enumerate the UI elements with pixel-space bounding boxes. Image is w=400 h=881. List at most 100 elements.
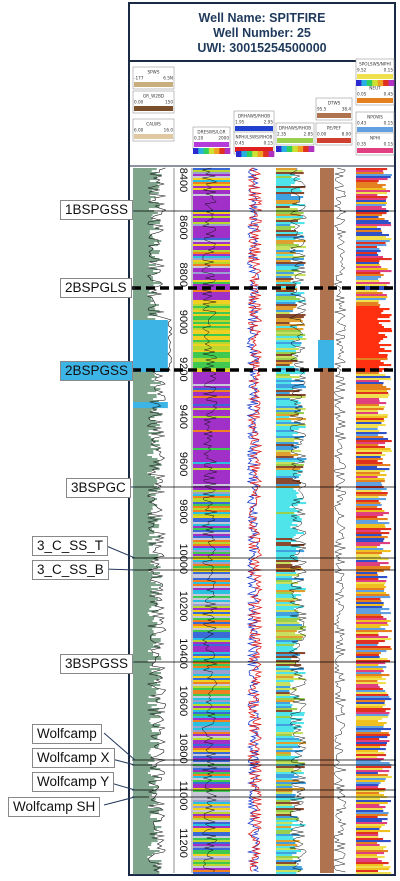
lithology-fill-slice bbox=[276, 494, 297, 497]
gr-fill-slice bbox=[133, 656, 161, 659]
resistivity-fill-slice bbox=[193, 176, 230, 179]
resistivity-fill-slice bbox=[193, 622, 230, 625]
neutron-fill-slice bbox=[356, 410, 378, 413]
lithology-fill-slice bbox=[276, 672, 306, 675]
lithology-fill-slice bbox=[276, 278, 294, 281]
resistivity-fill-slice bbox=[193, 598, 230, 601]
lithology-fill-slice bbox=[276, 790, 293, 793]
resistivity-fill-slice bbox=[193, 542, 230, 545]
curve-color-strip bbox=[357, 127, 393, 132]
lithology-fill-slice bbox=[276, 294, 301, 297]
neutron-fill-slice bbox=[356, 738, 380, 741]
gr-fill-slice bbox=[133, 834, 155, 837]
gr-fill-slice bbox=[133, 758, 155, 761]
lithology-fill-slice bbox=[276, 344, 301, 347]
lithology-fill-slice bbox=[276, 572, 297, 575]
gr-fill-slice bbox=[133, 498, 158, 501]
curve-scale-max: 8.00 bbox=[342, 132, 352, 137]
gr-fill-slice bbox=[133, 340, 168, 343]
lithology-fill-slice bbox=[276, 520, 302, 523]
lithology-fill-slice bbox=[276, 462, 296, 465]
lithology-fill-slice bbox=[276, 734, 293, 737]
gr-fill-slice bbox=[133, 186, 160, 189]
gr-fill-slice bbox=[133, 190, 153, 193]
lithology-fill-slice bbox=[276, 614, 299, 617]
gr-fill-slice bbox=[133, 678, 159, 681]
lithology-fill-slice bbox=[276, 472, 297, 475]
neutron-fill-slice bbox=[356, 788, 386, 791]
resistivity-fill-slice bbox=[193, 696, 230, 699]
lithology-fill-slice bbox=[276, 384, 305, 387]
neutron-fill-slice bbox=[356, 702, 385, 705]
lithology-fill-slice bbox=[276, 204, 306, 207]
neutron-fill-slice bbox=[356, 826, 382, 829]
gr-fill-slice bbox=[133, 178, 158, 181]
lithology-fill-slice bbox=[276, 440, 295, 443]
gr-fill-slice bbox=[133, 736, 158, 739]
gr-fill-slice bbox=[133, 220, 161, 223]
lithology-fill-slice bbox=[276, 332, 301, 335]
gr-fill-slice bbox=[133, 836, 155, 839]
resistivity-fill-slice bbox=[193, 614, 230, 617]
lithology-fill-slice bbox=[276, 824, 306, 827]
neutron-fill-slice bbox=[356, 678, 386, 681]
gr-fill-slice bbox=[133, 812, 159, 815]
resistivity-fill-slice bbox=[193, 812, 230, 815]
resistivity-fill-slice bbox=[193, 220, 230, 223]
resistivity-fill-slice bbox=[193, 854, 230, 857]
gr-fill-slice bbox=[133, 450, 154, 453]
neutron-fill-slice bbox=[356, 848, 384, 851]
gr-fill-slice bbox=[133, 600, 155, 603]
gr-fill-slice bbox=[133, 408, 158, 411]
gr-fill-slice bbox=[133, 174, 162, 177]
resistivity-fill-slice bbox=[193, 784, 230, 787]
lithology-fill-slice bbox=[276, 388, 294, 391]
gr-fill-slice bbox=[133, 270, 154, 273]
gr-fill-slice bbox=[133, 302, 151, 305]
resistivity-fill-slice bbox=[193, 204, 230, 207]
resistivity-fill-slice bbox=[193, 326, 230, 329]
curve-scale-min: 0.05 bbox=[357, 92, 367, 97]
lithology-fill-slice bbox=[276, 630, 297, 633]
neutron-fill-slice bbox=[356, 660, 391, 663]
neutron-fill-slice bbox=[356, 540, 384, 543]
lithology-fill-slice bbox=[276, 518, 302, 521]
gr-fill-slice bbox=[133, 808, 162, 811]
resistivity-fill-slice bbox=[193, 318, 230, 321]
resistivity-fill-slice bbox=[193, 628, 230, 631]
gr-fill-slice bbox=[133, 860, 162, 863]
lithology-fill-slice bbox=[276, 268, 298, 271]
lithology-fill-slice bbox=[276, 626, 307, 629]
gr-fill-slice bbox=[133, 468, 160, 471]
lithology-fill-slice bbox=[276, 766, 305, 769]
gr-fill-slice bbox=[133, 666, 150, 669]
neutron-fill-slice bbox=[356, 504, 382, 507]
formation-label: Wolfcamp X bbox=[32, 748, 115, 768]
gr-fill-slice bbox=[133, 412, 159, 415]
lithology-fill-slice bbox=[276, 512, 295, 515]
rainbow-scale-segment bbox=[377, 80, 384, 86]
lithology-fill-slice bbox=[276, 324, 305, 327]
lithology-fill-slice bbox=[276, 484, 300, 487]
neutron-fill-slice bbox=[356, 494, 387, 497]
resistivity-fill-slice bbox=[193, 480, 230, 483]
neutron-fill-slice bbox=[356, 544, 381, 547]
neutron-fill-slice bbox=[356, 820, 382, 823]
resistivity-fill-slice bbox=[193, 226, 230, 229]
resistivity-fill-slice bbox=[193, 528, 230, 531]
resistivity-fill-slice bbox=[193, 816, 230, 819]
depth-tick-label: 8800 bbox=[177, 262, 189, 286]
neutron-fill-slice bbox=[356, 584, 385, 587]
resistivity-fill-slice bbox=[193, 666, 230, 669]
depth-tick-label: 8600 bbox=[177, 215, 189, 239]
lithology-fill-slice bbox=[276, 598, 299, 601]
gr-fill-slice bbox=[133, 262, 149, 265]
gr-fill-slice bbox=[133, 376, 157, 379]
neutron-fill-slice bbox=[356, 670, 384, 673]
lithology-fill-slice bbox=[276, 740, 301, 743]
lithology-fill-slice bbox=[276, 640, 299, 643]
neutron-fill-slice bbox=[356, 202, 387, 205]
